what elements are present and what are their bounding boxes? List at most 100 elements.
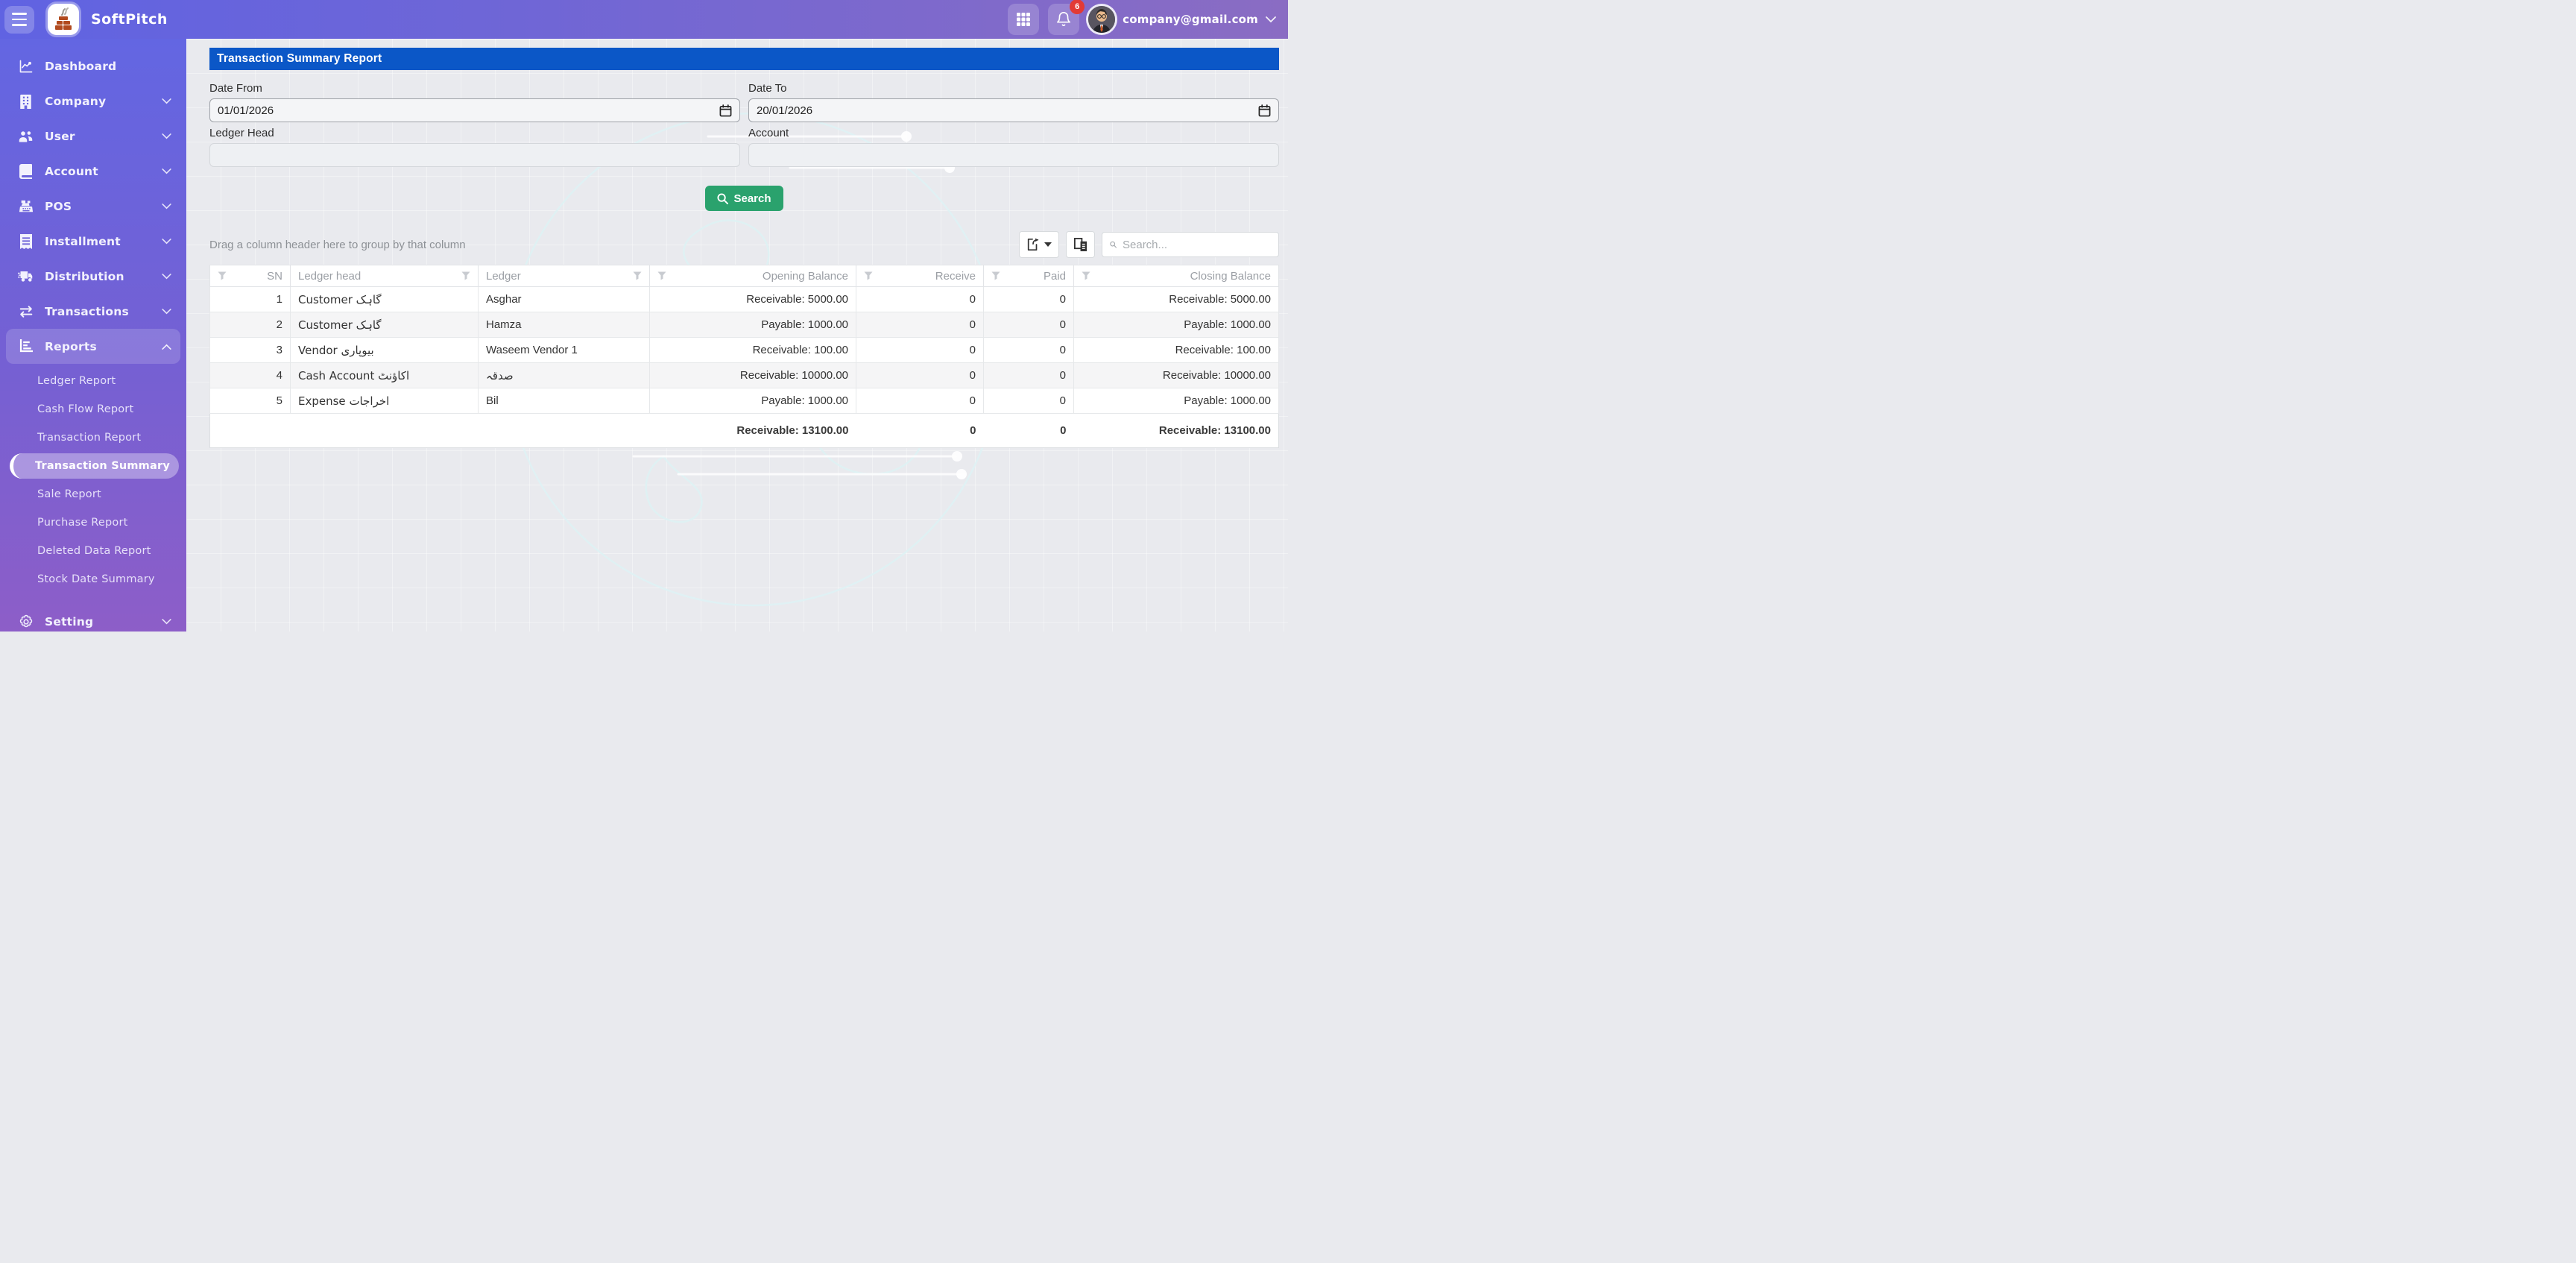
search-icon — [717, 192, 729, 204]
account-select[interactable] — [748, 143, 1279, 167]
sidebar-item-reports[interactable]: Reports — [6, 329, 180, 364]
gear-icon — [18, 614, 34, 629]
avatar — [1088, 6, 1116, 33]
sidebar-item-installment[interactable]: Installment — [0, 224, 186, 259]
table-row: 4 Cash Account اکاؤنٹ صدقہ Receivable: 1… — [209, 362, 1279, 388]
column-header-sn[interactable]: SN — [209, 265, 291, 287]
date-to-value[interactable] — [757, 104, 1258, 117]
header-filter-icon[interactable] — [1082, 271, 1090, 280]
table-summary-row: Receivable: 13100.00 0 0 Receivable: 131… — [209, 413, 1279, 448]
total-opening-balance: Receivable: 13100.00 — [649, 413, 856, 448]
bell-icon — [1057, 12, 1071, 26]
apps-grid-button[interactable] — [1008, 4, 1040, 35]
search-icon — [1110, 241, 1117, 248]
sidebar-item-pos[interactable]: POS — [0, 189, 186, 224]
chevron-down-icon — [162, 618, 171, 624]
sidebar-subitem-transaction-summary[interactable]: Transaction Summary — [10, 453, 179, 479]
table-row: 3 Vendor بیوپاری Waseem Vendor 1 Receiva… — [209, 337, 1279, 363]
sidebar-item-setting[interactable]: Setting — [0, 604, 186, 632]
grid-toolbar: Drag a column header here to group by th… — [209, 231, 1279, 258]
sidebar-subitem-sale-report[interactable]: Sale Report — [37, 488, 101, 500]
table-header-row: SN Ledger head Ledger Opening Balance — [209, 265, 1279, 287]
brand-name: SoftPitch — [91, 11, 168, 28]
sidebar-subitem-stock-date-summary[interactable]: Stock Date Summary — [37, 573, 155, 585]
calendar-icon[interactable] — [719, 104, 732, 117]
chevron-down-icon — [162, 168, 171, 174]
header-filter-icon[interactable] — [633, 271, 642, 280]
header-filter-icon[interactable] — [657, 271, 666, 280]
chevron-down-icon — [162, 238, 171, 244]
column-header-opening-balance[interactable]: Opening Balance — [649, 265, 856, 287]
exchange-arrows-icon — [18, 305, 34, 318]
total-closing-balance: Receivable: 13100.00 — [1073, 413, 1279, 448]
notifications-button[interactable]: 6 — [1048, 0, 1085, 35]
column-chooser-button[interactable] — [1066, 231, 1095, 258]
column-header-receive[interactable]: Receive — [856, 265, 984, 287]
top-header: SoftPitch 6 — [0, 0, 1288, 39]
date-from-label: Date From — [209, 82, 262, 95]
table-row: 1 Customer گاہک Asghar Receivable: 5000.… — [209, 286, 1279, 312]
apps-grid-icon — [1017, 13, 1031, 26]
chimney-logo-icon — [55, 7, 72, 30]
chevron-up-icon — [162, 344, 171, 350]
users-icon — [18, 130, 34, 143]
header-right: 6 company@gmail.com — [1008, 0, 1276, 35]
export-icon — [1027, 238, 1039, 251]
chevron-down-icon — [1266, 16, 1276, 22]
building-icon — [18, 94, 34, 109]
header-filter-icon[interactable] — [991, 271, 1000, 280]
chevron-down-icon — [162, 98, 171, 104]
account-menu[interactable]: company@gmail.com — [1088, 6, 1276, 33]
chevron-down-icon — [162, 308, 171, 314]
header-filter-icon[interactable] — [461, 271, 470, 280]
column-header-ledger[interactable]: Ledger — [478, 265, 650, 287]
total-paid: 0 — [983, 413, 1074, 448]
calendar-icon[interactable] — [1258, 104, 1271, 117]
column-header-paid[interactable]: Paid — [983, 265, 1074, 287]
sidebar-item-user[interactable]: User — [0, 119, 186, 154]
column-header-closing-balance[interactable]: Closing Balance — [1073, 265, 1279, 287]
cash-register-icon — [18, 199, 34, 214]
date-from-value[interactable] — [218, 104, 719, 117]
header-filter-icon[interactable] — [864, 271, 873, 280]
sidebar-item-distribution[interactable]: Distribution — [0, 259, 186, 294]
app-root: SoftPitch 6 — [0, 0, 1288, 632]
sidebar-subitem-purchase-report[interactable]: Purchase Report — [37, 517, 128, 529]
sidebar-subitem-transaction-report[interactable]: Transaction Report — [37, 432, 142, 444]
table-row: 5 Expense اخراجات Bil Payable: 1000.00 0… — [209, 388, 1279, 414]
header-filter-icon[interactable] — [218, 271, 227, 280]
sidebar-item-company[interactable]: Company — [0, 84, 186, 119]
date-to-label: Date To — [748, 82, 787, 95]
column-chooser-icon — [1073, 238, 1087, 251]
chevron-down-icon — [162, 133, 171, 139]
sidebar-subitem-ledger-report[interactable]: Ledger Report — [37, 375, 116, 387]
sidebar-item-dashboard[interactable]: Dashboard — [0, 48, 186, 84]
grid-search-box[interactable] — [1102, 232, 1279, 257]
account-label: Account — [748, 127, 789, 139]
ledger-head-select[interactable] — [209, 143, 740, 167]
grid-search-input[interactable] — [1123, 238, 1271, 251]
table-row: 2 Customer گاہک Hamza Payable: 1000.00 0… — [209, 312, 1279, 338]
header-left: SoftPitch — [4, 4, 168, 35]
date-to-input[interactable] — [748, 98, 1279, 122]
transaction-summary-table: SN Ledger head Ledger Opening Balance — [209, 265, 1279, 448]
sidebar-subitem-cash-flow-report[interactable]: Cash Flow Report — [37, 403, 134, 415]
column-header-ledger-head[interactable]: Ledger head — [290, 265, 479, 287]
sidebar-item-account[interactable]: Account — [0, 154, 186, 189]
sidebar: Dashboard Company User Account — [0, 39, 186, 632]
receipt-icon — [18, 233, 34, 249]
sidebar-subitem-deleted-data-report[interactable]: Deleted Data Report — [37, 545, 151, 557]
search-button[interactable]: Search — [705, 186, 783, 211]
group-panel-hint[interactable]: Drag a column header here to group by th… — [209, 238, 466, 251]
ledger-book-icon — [18, 163, 34, 179]
sidebar-toggle-button[interactable] — [4, 5, 34, 34]
sidebar-item-transactions[interactable]: Transactions — [0, 294, 186, 329]
export-button[interactable] — [1019, 231, 1059, 258]
ledger-head-label: Ledger Head — [209, 127, 274, 139]
user-email: company@gmail.com — [1123, 13, 1258, 26]
filter-form: Date From Date To Ledger Head — [209, 78, 1279, 167]
notification-badge: 6 — [1070, 0, 1085, 14]
page-title: Transaction Summary Report — [209, 48, 1279, 70]
brand-logo — [48, 4, 79, 35]
date-from-input[interactable] — [209, 98, 740, 122]
